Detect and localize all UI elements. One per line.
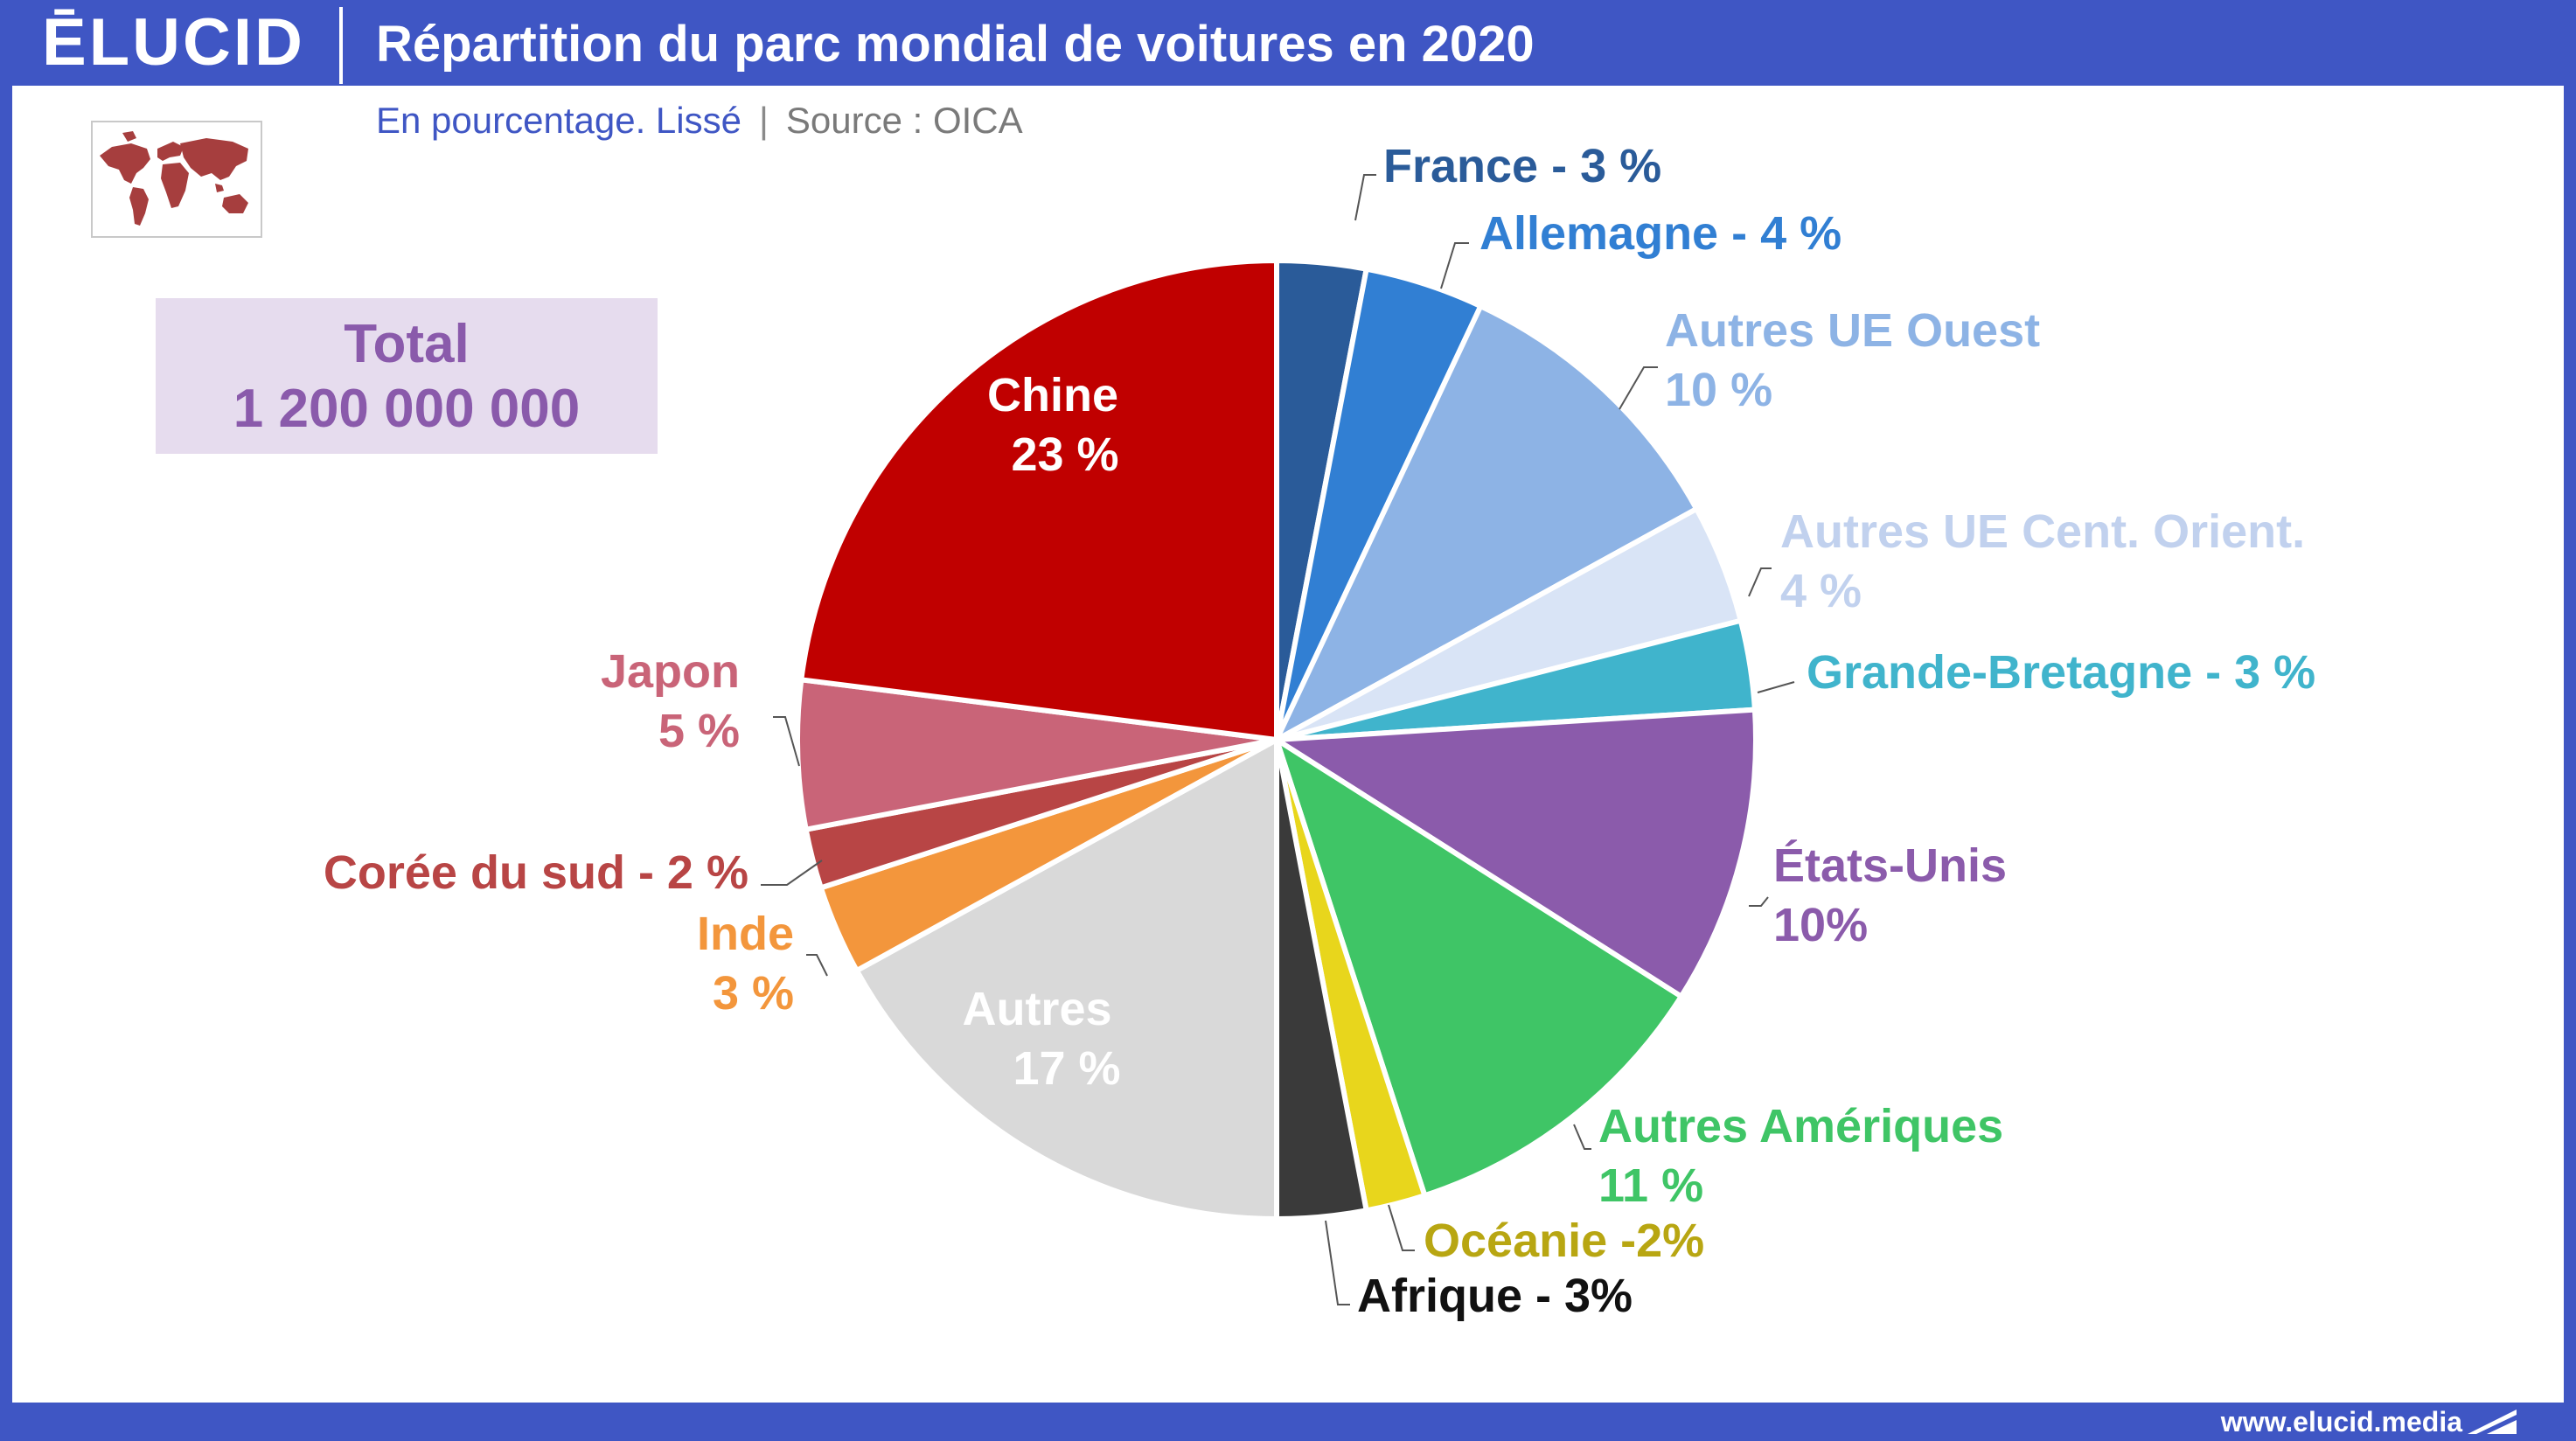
total-box: Total 1 200 000 000 [156, 298, 658, 454]
slice-label-value: 5 % [658, 705, 740, 757]
slice-label-value: 4 % [1780, 565, 1862, 617]
slice-label-line: Autres UE Cent. Orient. [1780, 505, 2305, 558]
slice-label-line: Océanie -2% [1424, 1215, 1704, 1267]
slice-label: Japon 5 % [601, 645, 740, 757]
header-bar: ĒLUCID Répartition du parc mondial de vo… [0, 0, 2576, 86]
footer-bar: www.elucid.media [0, 1403, 2576, 1441]
leader-line [1749, 896, 1769, 907]
slice-label-line: Grande-Bretagne - 3 % [1807, 646, 2315, 699]
subtitle-separator: | [758, 100, 769, 141]
header-divider [339, 7, 343, 84]
leader-line [1440, 242, 1469, 289]
slice-label-line: Autres Amériques [1598, 1100, 2003, 1152]
leader-line [1325, 1220, 1350, 1305]
slice-label: Océanie -2% [1424, 1215, 1704, 1267]
pie-slice-japon [795, 677, 1279, 832]
slice-label-line: Allemagne - 4 % [1479, 207, 1841, 260]
slice-label-line: Japon [601, 645, 740, 698]
slice-label-line: Autres [962, 983, 1111, 1035]
pie-slice-autres [853, 737, 1279, 1222]
slice-label: Autres Amériques 11 % [1598, 1100, 2003, 1212]
slice-label-value: 10 % [1665, 364, 1772, 416]
slice-label-value: 23 % [1011, 428, 1118, 481]
slice-label: Afrique - 3% [1357, 1270, 1633, 1322]
leader-line [1757, 681, 1795, 693]
leader-line [1354, 174, 1376, 221]
slice-label: Chine 23 % [987, 369, 1119, 481]
slice-label-value: 3 % [713, 967, 794, 1020]
total-label: Total [344, 314, 470, 374]
subtitle: En pourcentage. Lissé | Source : OICA [376, 96, 1023, 145]
slice-label-line: France - 3 % [1383, 140, 1661, 192]
leader-line [1388, 1204, 1415, 1251]
subtitle-unit: En pourcentage. Lissé [376, 100, 741, 141]
slice-label-line: Autres UE Ouest [1665, 304, 2040, 357]
pie-slice-états-unis [1274, 707, 1758, 999]
slice-label-value: 10% [1773, 899, 1868, 951]
pie-slice-autres-ue-ouest [1274, 303, 1700, 742]
leader-line [806, 954, 828, 977]
leader-line [1619, 366, 1658, 410]
slice-label-value: 11 % [1598, 1159, 1703, 1212]
page-title: Répartition du parc mondial de voitures … [376, 16, 1535, 73]
slice-label-line: Afrique - 3% [1357, 1270, 1633, 1322]
slice-label: États-Unis 10% [1773, 839, 2007, 951]
total-value: 1 200 000 000 [233, 379, 581, 439]
slice-label: Inde 3 % [697, 908, 794, 1020]
leader-line [1573, 1124, 1591, 1150]
pie-slice-chine [798, 258, 1279, 742]
slice-label: Autres UE Ouest 10 % [1665, 304, 2040, 416]
slice-label-line: Chine [987, 369, 1118, 421]
slice-label-line: États-Unis [1773, 839, 2007, 892]
leader-line [773, 716, 800, 767]
slice-label: Grande-Bretagne - 3 % [1807, 646, 2315, 699]
triangle-flag-icon [2468, 1410, 2517, 1434]
slice-label-value: 17 % [1013, 1042, 1120, 1095]
footer-url[interactable]: www.elucid.media [2220, 1406, 2462, 1438]
pie-slice-autres-amériques [1274, 737, 1684, 1199]
elucid-logo: ĒLUCID [42, 5, 305, 80]
world-map-icon [91, 121, 262, 238]
slice-label: Autres 17 % [962, 983, 1120, 1095]
slice-label-line: Corée du sud - 2 % [324, 846, 748, 899]
leader-line [1748, 567, 1772, 597]
slice-label: France - 3 % [1383, 140, 1661, 192]
slice-label: Corée du sud - 2 % [324, 846, 748, 899]
slice-label-line: Inde [697, 908, 794, 960]
slice-label: Allemagne - 4 % [1479, 207, 1841, 260]
slice-label: Autres UE Cent. Orient. 4 % [1780, 505, 2305, 617]
leader-line [761, 860, 823, 886]
subtitle-source: Source : OICA [785, 100, 1023, 141]
